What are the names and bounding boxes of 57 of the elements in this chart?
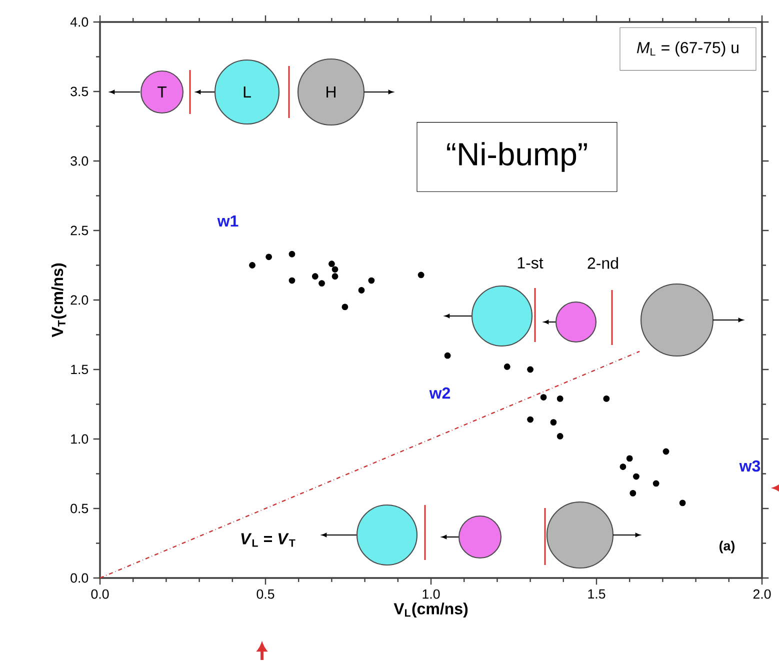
point	[620, 464, 626, 470]
annotation: w1	[217, 215, 238, 226]
x-axis-title: V$_{L}$(cm/ns)	[394, 602, 468, 618]
y-tick-label: 1.5	[71, 364, 88, 374]
point	[288, 277, 296, 284]
point	[332, 273, 338, 280]
y-tick-label: 0.0	[70, 573, 88, 583]
point	[630, 490, 636, 496]
annotation: w3	[739, 460, 760, 472]
annotation: w2	[429, 387, 450, 399]
point	[368, 277, 375, 284]
y-tick-label: 3.5	[70, 86, 88, 96]
point	[418, 272, 424, 278]
annotation: L	[244, 86, 251, 98]
point	[527, 366, 534, 373]
y-tick-label: 2.0	[70, 295, 88, 305]
y-tick-label: 1.0	[71, 434, 88, 444]
x-tick-label: 1.5	[588, 589, 606, 599]
y-tick-label: 4.0	[70, 17, 88, 27]
point	[556, 433, 564, 440]
point	[444, 352, 451, 359]
point	[550, 419, 557, 426]
point	[626, 455, 633, 462]
point	[328, 260, 335, 268]
annotation: V$_{L}$ = V$_{T}$	[241, 533, 296, 547]
x-tick-label: 1.0	[422, 589, 440, 599]
point	[556, 395, 564, 402]
point	[603, 395, 610, 402]
point	[679, 500, 686, 506]
point	[540, 394, 547, 400]
y-tick-label: 3.0	[70, 156, 88, 166]
point	[527, 416, 534, 423]
annotation: 2-nd	[588, 257, 618, 269]
annotation: (a)	[720, 540, 734, 554]
point	[266, 254, 272, 260]
annotation: 1-st	[518, 257, 544, 269]
point	[332, 266, 338, 273]
point	[312, 273, 318, 280]
annotation: H	[326, 86, 336, 98]
point	[652, 480, 660, 487]
x-tick-label: 2.0	[753, 589, 771, 599]
y-tick-label: 2.5	[70, 226, 88, 236]
point	[342, 304, 348, 310]
point	[633, 473, 640, 480]
y-tick-label: 0.5	[70, 504, 88, 514]
point	[249, 262, 256, 268]
point	[318, 280, 325, 287]
y-axis-title: V$_{T}$(cm/ns)	[51, 263, 66, 338]
point	[288, 250, 296, 258]
x-tick-label: 0.0	[91, 589, 109, 599]
annotation: “Ni-bump”	[447, 142, 587, 172]
x-tick-label: 0.5	[256, 589, 274, 599]
point	[504, 364, 510, 370]
annotation: T	[157, 86, 167, 98]
annotation: M$_{L}$ = (67-75) u	[636, 42, 738, 56]
point	[358, 287, 365, 294]
point	[662, 448, 670, 455]
